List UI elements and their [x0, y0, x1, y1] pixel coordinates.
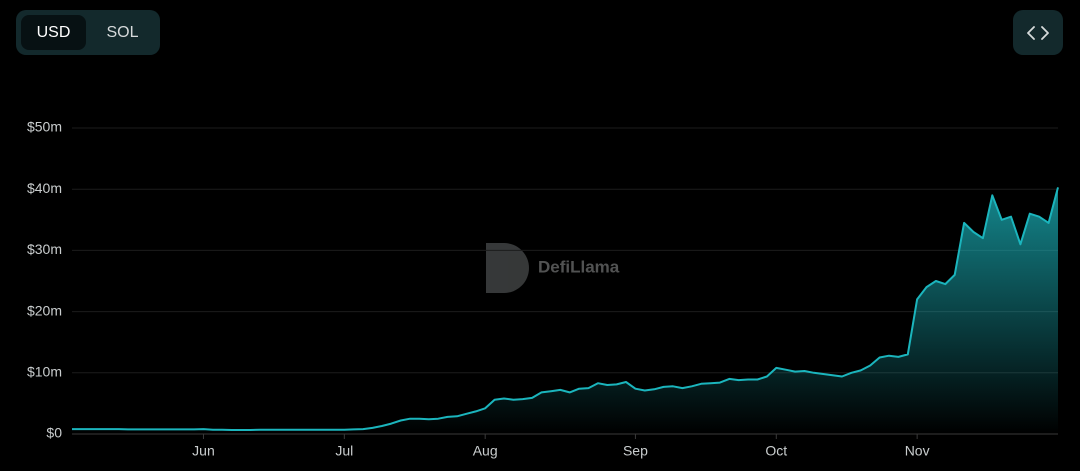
x-tick-label: Jul — [335, 443, 353, 459]
x-tick-label: Aug — [473, 443, 498, 459]
line — [72, 187, 1059, 431]
y-tick-label: $40m — [27, 180, 62, 196]
y-tick-label: $10m — [27, 364, 62, 380]
y-tick-label: $20m — [27, 302, 62, 318]
embed-icon — [1027, 25, 1049, 40]
currency-toggle: USD SOL — [16, 10, 160, 55]
currency-option[interactable]: USD — [21, 15, 86, 50]
currency-option[interactable]: SOL — [106, 23, 139, 41]
watermark: DefiLlama — [486, 243, 620, 293]
x-tick-label: Sep — [623, 443, 648, 459]
x-tick-label: Nov — [905, 443, 930, 459]
embed-button[interactable] — [1013, 10, 1063, 55]
area — [72, 187, 1058, 434]
x-tick-label: Jun — [192, 443, 215, 459]
x-tick-label: Oct — [765, 443, 787, 459]
watermark-logo — [486, 243, 529, 293]
y-tick-label: $30m — [27, 241, 62, 257]
watermark-text: DefiLlama — [538, 257, 620, 276]
y-tick-label: $50m — [27, 119, 62, 135]
y-tick-label: $0 — [46, 425, 62, 441]
